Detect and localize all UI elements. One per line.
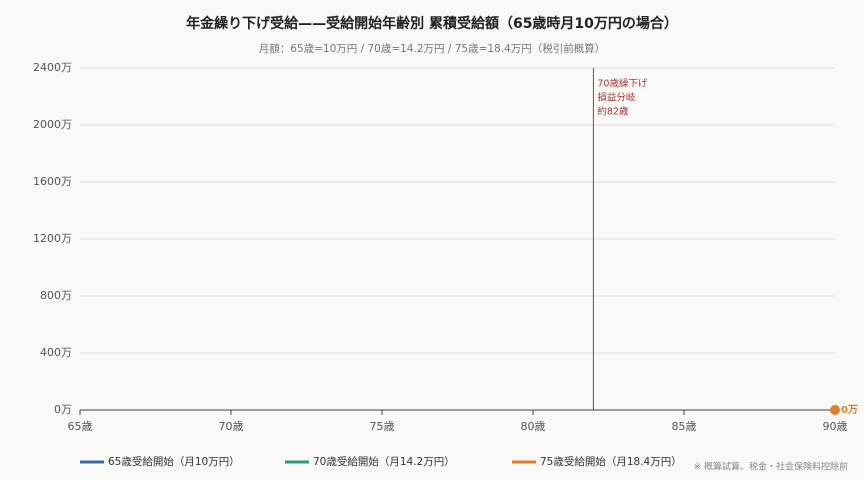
footnote: ※ 概算試算。税金・社会保険料控除前 xyxy=(694,461,848,473)
x-tick-label: 75歳 xyxy=(370,420,395,433)
x-tick-label: 80歳 xyxy=(521,420,546,433)
data-label: 0万 xyxy=(841,404,858,416)
data-point xyxy=(830,405,840,415)
y-tick-label: 2000万 xyxy=(33,118,72,131)
legend-label: 70歳受給開始（月14.2万円） xyxy=(313,455,455,468)
chart-title: 年金繰り下げ受給——受給開始年齢別 累積受給額（65歳時月10万円の場合） xyxy=(186,15,678,32)
x-tick-label: 90歳 xyxy=(823,420,848,433)
annotation-text: 損益分岐 xyxy=(597,92,636,104)
annotation-text: 約82歳 xyxy=(597,106,629,118)
legend-label: 65歳受給開始（月10万円） xyxy=(108,455,240,468)
y-tick-label: 400万 xyxy=(40,346,72,359)
y-tick-label: 2400万 xyxy=(33,61,72,74)
y-tick-label: 800万 xyxy=(40,289,72,302)
annotation-text: 70歳繰下げ xyxy=(597,78,648,90)
x-tick-label: 70歳 xyxy=(219,420,244,433)
legend-label: 75歳受給開始（月18.4万円） xyxy=(540,455,682,468)
y-tick-label: 1600万 xyxy=(33,175,72,188)
x-tick-label: 85歳 xyxy=(672,420,697,433)
y-tick-label: 1200万 xyxy=(33,232,72,245)
chart-subtitle: 月額：65歳=10万円 / 70歳=14.2万円 / 75歳=18.4万円（税引… xyxy=(259,42,606,55)
x-tick-label: 65歳 xyxy=(68,420,93,433)
y-tick-label: 0万 xyxy=(54,403,72,416)
